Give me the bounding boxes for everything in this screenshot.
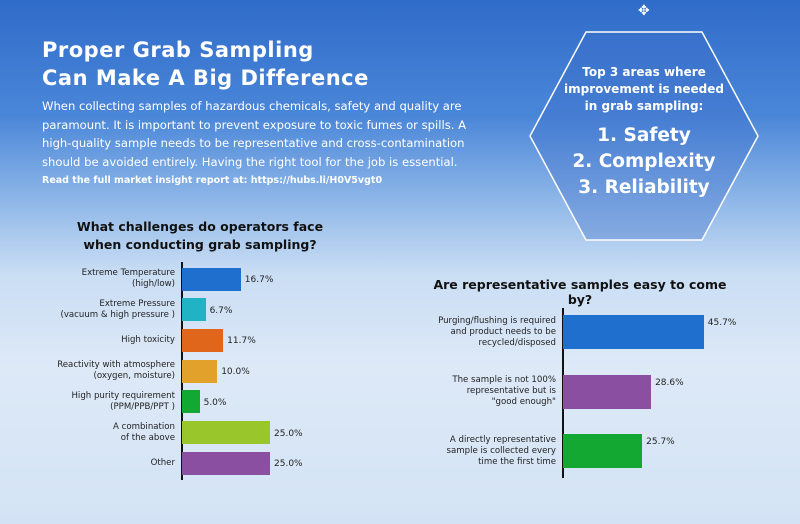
chart-title-line: when conducting grab sampling?	[83, 237, 317, 252]
data-label: 25.7%	[646, 437, 675, 447]
report-link[interactable]: Read the full market insight report at: …	[42, 175, 383, 186]
category-label: High purity requirement (PPM/PPB/PPT )	[71, 390, 175, 412]
y-axis-line	[562, 308, 564, 478]
data-label: 45.7%	[707, 318, 737, 328]
title-line: Can Make A Big Difference	[42, 66, 369, 90]
data-label: 28.6%	[655, 377, 684, 388]
data-label: 25.0%	[274, 459, 303, 470]
intro-text: When collecting samples of hazardous che…	[42, 99, 467, 169]
bar	[563, 434, 643, 468]
bar	[182, 390, 200, 414]
bar	[182, 451, 270, 475]
data-label: 11.7%	[227, 336, 256, 347]
area-item: 2. Complexity	[572, 151, 716, 172]
data-label: 16.7%	[244, 275, 274, 285]
category-label: Reactivity with atmosphere (oxygen, mois…	[57, 360, 175, 382]
data-label: 25.0%	[274, 428, 303, 439]
category-label: Extreme Pressure (vacuum & high pressure…	[60, 298, 175, 320]
y-axis-line	[181, 262, 183, 480]
callout-heading: in grab sampling:	[584, 99, 704, 113]
category-label: A combination of the above	[113, 421, 175, 443]
bar	[182, 298, 206, 322]
bar	[182, 328, 224, 352]
page-title: Proper Grab Sampling Can Make A Big Diff…	[42, 36, 369, 92]
bar	[182, 267, 241, 291]
category-label: High toxicity	[121, 334, 175, 345]
chart-title: Are representative samples easy to come …	[433, 277, 727, 307]
chart-title-line: What challenges do operators face	[76, 219, 324, 234]
top-areas-callout: Top 3 areas where improvement is needed …	[548, 64, 740, 201]
category-label: A directly representative sample is coll…	[446, 434, 556, 467]
area-item: 3. Reliability	[578, 177, 710, 198]
bar	[182, 359, 218, 383]
bar	[563, 374, 652, 409]
bar	[182, 421, 270, 444]
move-cursor-icon: ✥	[638, 3, 650, 19]
category-label: Extreme Temperature (high/low)	[81, 268, 175, 289]
bar	[563, 315, 704, 349]
data-label: 6.7%	[209, 305, 233, 316]
area-item: 1. Safety	[597, 125, 691, 146]
data-label: 10.0%	[221, 367, 250, 378]
category-label: Other	[150, 457, 175, 468]
callout-heading: Top 3 areas where	[582, 65, 706, 79]
data-label: 5.0%	[203, 397, 227, 408]
category-label: Purging/flushing is required and product…	[438, 315, 556, 348]
callout-heading: improvement is needed	[563, 82, 724, 96]
category-label: The sample is not 100% representative bu…	[452, 375, 556, 407]
chart-title: What challenges do operators face when c…	[60, 218, 340, 254]
hexagon-callout-frame	[529, 31, 759, 241]
title-line: Proper Grab Sampling	[42, 38, 314, 62]
